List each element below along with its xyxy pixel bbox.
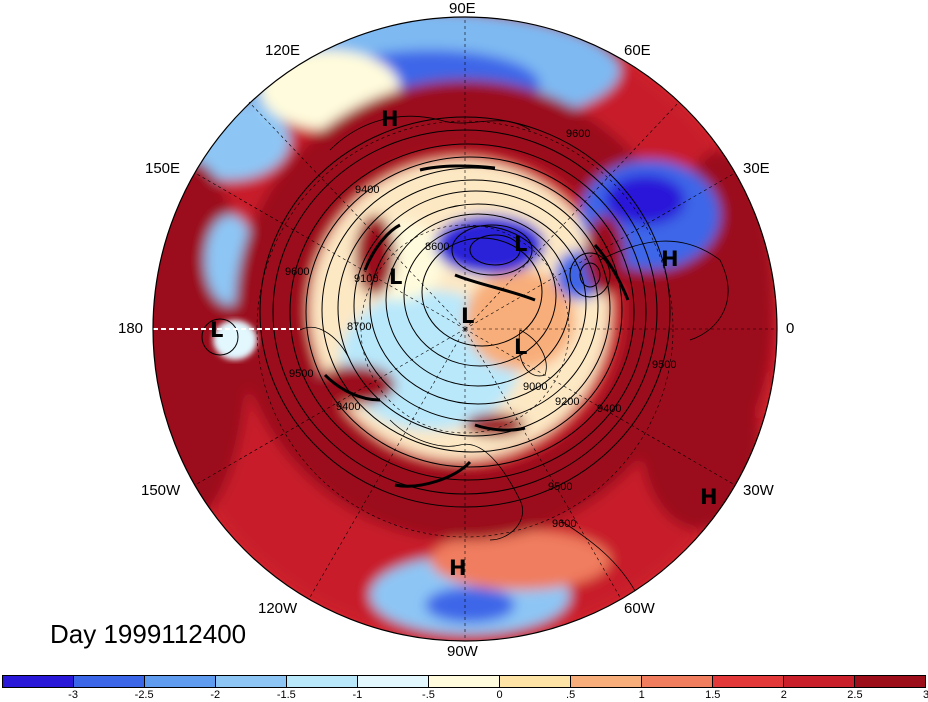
colorbar bbox=[2, 675, 926, 688]
colorbar-tick-label: 0 bbox=[496, 689, 503, 701]
date-label: Day 1999112400 bbox=[50, 619, 247, 649]
lon-label-180: 180 bbox=[118, 320, 144, 337]
colorbar-tick-label: -3 bbox=[68, 689, 78, 701]
lon-label-30w: 30W bbox=[743, 482, 774, 499]
jet-streaks bbox=[323, 164, 630, 488]
lon-label-30e: 30E bbox=[743, 160, 770, 177]
colorbar-tick-label: -1.5 bbox=[276, 689, 296, 701]
lon-label-150e: 150E bbox=[145, 160, 181, 177]
lon-label-90w: 90W bbox=[447, 643, 478, 660]
colorbar-tick-label: 3 bbox=[922, 689, 928, 701]
high-pressure-marker: H bbox=[449, 556, 467, 580]
contour-label: 9500 bbox=[652, 359, 676, 371]
colorbar-swatch bbox=[287, 676, 358, 687]
low-pressure-marker: L bbox=[514, 335, 528, 359]
high-pressure-marker: H bbox=[700, 485, 718, 509]
colorbar-tick-label: -2 bbox=[210, 689, 221, 701]
contour-label: 9600 bbox=[285, 266, 309, 278]
contour-label: 9500 bbox=[548, 481, 572, 493]
contour-labels: 9600 9400 9500 9100 8700 8600 9000 9200 … bbox=[285, 128, 676, 530]
contour-label: 9200 bbox=[555, 396, 579, 408]
height-contours bbox=[201, 116, 671, 508]
colorbar-swatch bbox=[358, 676, 429, 687]
lon-label-150w: 150W bbox=[141, 482, 181, 499]
low-pressure-marker: L bbox=[514, 232, 528, 256]
contour-label: 9500 bbox=[289, 368, 313, 380]
colorbar-swatch bbox=[74, 676, 145, 687]
contour-label: 8700 bbox=[347, 321, 371, 333]
contour-label: 8600 bbox=[425, 241, 449, 253]
lon-label-120e: 120E bbox=[265, 42, 301, 59]
colorbar-tick-label: 2.5 bbox=[847, 689, 863, 701]
contour-label: 9600 bbox=[566, 128, 590, 140]
colorbar-swatch bbox=[642, 676, 713, 687]
high-pressure-marker: H bbox=[661, 247, 679, 271]
lon-label-60e: 60E bbox=[624, 42, 651, 59]
contour-label: 9400 bbox=[597, 403, 621, 415]
colorbar-swatch bbox=[500, 676, 571, 687]
contour-label: 9600 bbox=[552, 518, 576, 530]
colorbar-tick-label: 1 bbox=[638, 689, 645, 701]
colorbar-tick-label: .5 bbox=[566, 689, 576, 701]
lon-label-0: 0 bbox=[786, 320, 795, 337]
low-pressure-marker: L bbox=[389, 265, 403, 289]
colorbar-swatch bbox=[784, 676, 855, 687]
graticule bbox=[194, 17, 777, 641]
colorbar-swatch bbox=[855, 676, 925, 687]
colorbar-swatch bbox=[429, 676, 500, 687]
contour-label: 9000 bbox=[523, 381, 547, 393]
contour-label: 9400 bbox=[336, 401, 360, 413]
lon-label-60w: 60W bbox=[624, 600, 655, 617]
colorbar-swatch bbox=[713, 676, 784, 687]
colorbar-swatch bbox=[3, 676, 74, 687]
contour-label: 9100 bbox=[354, 273, 378, 285]
map-border bbox=[152, 16, 778, 642]
colorbar-swatch bbox=[571, 676, 642, 687]
high-pressure-marker: H bbox=[381, 107, 399, 131]
lon-label-120w: 120W bbox=[258, 600, 298, 617]
colorbar-swatch bbox=[145, 676, 216, 687]
colorbar-tick-label: -1 bbox=[352, 689, 363, 701]
colorbar-swatch bbox=[216, 676, 287, 687]
low-pressure-marker: L bbox=[210, 318, 224, 342]
contour-label: 9400 bbox=[355, 184, 379, 196]
colorbar-tick-label: -2.5 bbox=[134, 689, 154, 701]
colorbar-tick-label: 2 bbox=[780, 689, 787, 701]
polar-map: 9600 9400 9500 9100 8700 8600 9000 9200 … bbox=[152, 16, 778, 642]
colorbar-tick-label: 1.5 bbox=[705, 689, 721, 701]
colorbar-tick-label: -.5 bbox=[422, 689, 435, 701]
coastlines bbox=[299, 115, 729, 601]
low-pressure-marker: L bbox=[461, 304, 475, 328]
lon-label-90e: 90E bbox=[449, 0, 476, 17]
